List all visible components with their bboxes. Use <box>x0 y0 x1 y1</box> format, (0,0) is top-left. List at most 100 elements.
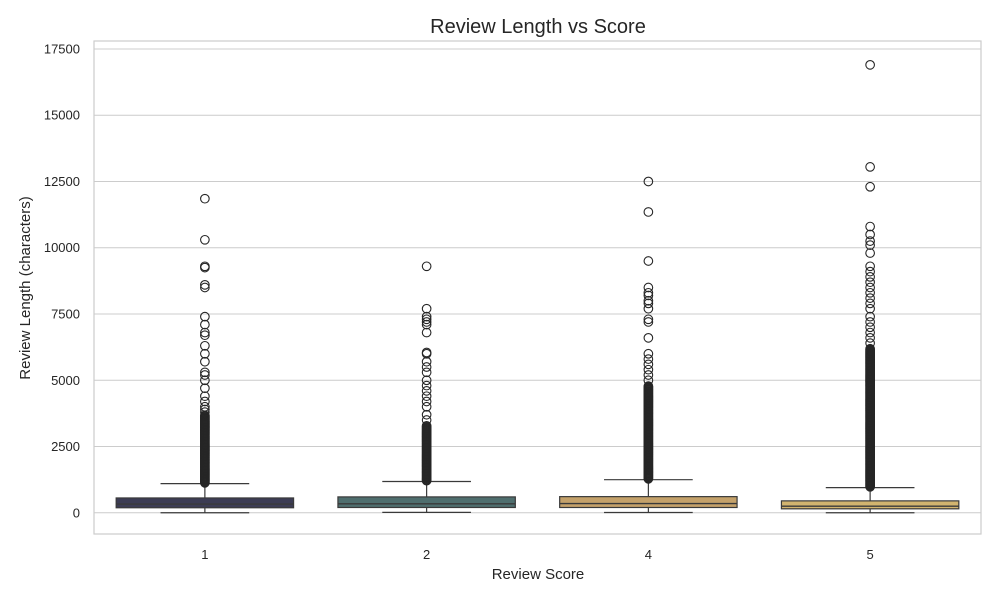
outlier-point <box>200 311 210 322</box>
outlier-point <box>865 343 875 354</box>
outlier-point <box>865 248 875 258</box>
outlier-point <box>421 311 432 322</box>
outlier-point <box>421 319 432 330</box>
x-tick-labels: 1 2 4 5 <box>201 547 873 562</box>
x-tick-label: 5 <box>867 547 874 562</box>
outlier-point <box>421 409 432 420</box>
y-tick-label: 15000 <box>44 108 80 123</box>
y-tick-label: 5000 <box>51 373 80 388</box>
outlier-point <box>865 272 875 282</box>
outlier-point <box>421 375 432 386</box>
box-group-score-1 <box>115 193 295 514</box>
outlier-point <box>865 317 875 327</box>
outlier-point <box>865 236 875 246</box>
outlier-point <box>865 240 875 250</box>
outlier-point <box>865 277 875 288</box>
y-tick-labels: 0 2500 5000 7500 10000 12500 15000 17500 <box>44 41 80 520</box>
outlier-point <box>200 367 210 378</box>
outlier-point <box>643 207 654 217</box>
outlier-point <box>200 340 210 351</box>
outlier-point <box>200 404 210 415</box>
outlier-point <box>200 282 210 293</box>
outlier-point <box>421 391 432 402</box>
outlier-point <box>421 261 432 272</box>
y-tick-label: 2500 <box>51 439 80 454</box>
outlier-point <box>865 303 875 314</box>
outlier-point <box>643 317 654 327</box>
box-iqr <box>337 496 516 509</box>
outlier-point <box>865 282 875 293</box>
outlier-point <box>643 333 654 343</box>
outlier-point <box>865 322 875 333</box>
outlier-point <box>200 391 210 402</box>
outlier-point <box>200 348 210 359</box>
outlier-point <box>643 295 654 306</box>
outlier-point <box>200 370 210 380</box>
box-iqr <box>559 496 738 509</box>
outlier-point <box>200 193 210 204</box>
outlier-point <box>865 298 875 309</box>
outlier-point <box>865 221 875 232</box>
outlier-point <box>643 298 654 309</box>
y-tick-label: 17500 <box>44 41 80 56</box>
outlier-point <box>200 279 210 290</box>
gridlines <box>94 48 981 514</box>
x-tick-label: 4 <box>645 547 652 562</box>
outlier-point <box>200 330 210 341</box>
box-group-score-5 <box>780 60 960 514</box>
outlier-point <box>200 383 210 394</box>
outlier-point <box>865 327 875 338</box>
outlier-point <box>865 229 875 240</box>
y-tick-label: 10000 <box>44 240 80 255</box>
outlier-point <box>200 401 210 412</box>
x-tick-label: 1 <box>201 547 208 562</box>
outlier-point <box>421 303 432 314</box>
plot-frame <box>93 40 982 535</box>
outlier-point <box>421 314 432 325</box>
outlier-point <box>421 317 432 327</box>
box-iqr <box>115 497 295 509</box>
outlier-point <box>865 60 875 70</box>
y-tick-label: 0 <box>73 505 80 520</box>
outlier-point <box>865 162 875 172</box>
y-tick-label: 7500 <box>51 307 80 322</box>
box-iqr <box>780 500 960 510</box>
x-axis-label: Review Score <box>492 566 585 583</box>
outlier-point <box>421 420 432 431</box>
y-axis-label: Review Length (characters) <box>17 196 34 379</box>
outlier-point <box>421 356 432 367</box>
outlier-point <box>865 266 875 277</box>
outlier-point <box>643 375 654 386</box>
outlier-point <box>643 370 654 380</box>
outlier-point <box>643 359 654 370</box>
outlier-point <box>643 314 654 325</box>
outlier-point <box>200 327 210 338</box>
outlier-point <box>200 319 210 330</box>
outlier-point <box>200 407 210 417</box>
outlier-point <box>865 287 875 298</box>
outlier-point <box>865 293 875 303</box>
outlier-point <box>865 333 875 343</box>
outlier-point <box>643 303 654 314</box>
outlier-point <box>200 234 210 245</box>
outlier-point <box>865 311 875 322</box>
outlier-point <box>421 367 432 378</box>
outlier-point <box>643 287 654 298</box>
outlier-point <box>865 181 875 192</box>
outlier-point <box>200 261 210 272</box>
outlier-point <box>421 347 432 358</box>
box-group-score-4 <box>559 176 738 514</box>
outlier-point <box>643 256 654 266</box>
box-group-score-2 <box>337 261 516 513</box>
boxes <box>115 60 960 514</box>
outlier-point <box>421 380 432 391</box>
outlier-point <box>200 396 210 407</box>
outlier-point <box>421 396 432 407</box>
chart-title: Review Length vs Score <box>430 16 646 38</box>
outlier-point <box>200 356 210 367</box>
outlier-point <box>421 327 432 338</box>
outlier-point <box>643 381 654 391</box>
outlier-point <box>643 290 654 301</box>
outlier-point <box>865 261 875 272</box>
